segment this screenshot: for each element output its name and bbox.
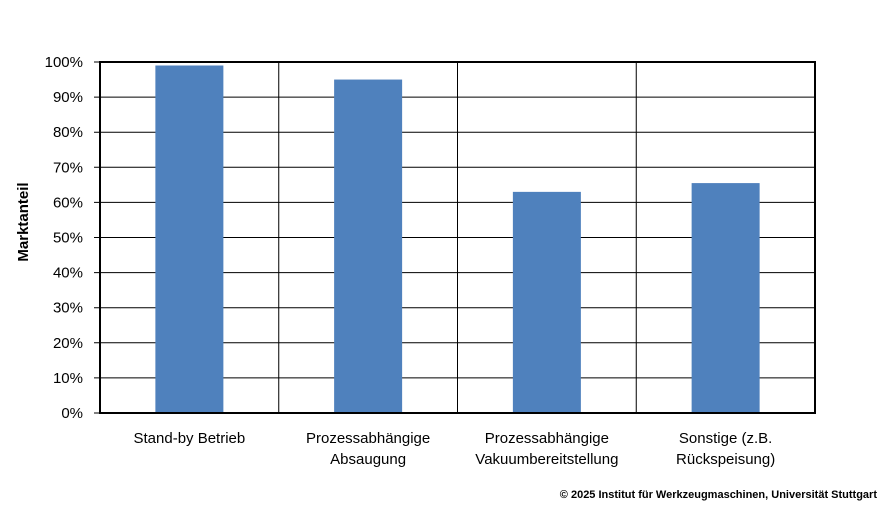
x-category-label-line: Stand-by Betrieb (134, 430, 246, 447)
y-tick-label: 50% (53, 230, 83, 247)
x-category-label: Prozessabhängige Absaugung (306, 430, 430, 468)
x-category-label-line: Absaugung (330, 451, 406, 468)
y-tick-label: 10% (53, 370, 83, 387)
bar (155, 65, 224, 413)
bar (512, 191, 581, 413)
y-tick-label: 30% (53, 300, 83, 317)
x-category-label-line: Rückspeisung) (676, 451, 775, 468)
plot-frame (99, 61, 816, 414)
copyright-notice: © 2025 Institut für Werkzeugmaschinen, U… (559, 489, 877, 501)
y-tick-label: 40% (53, 265, 83, 282)
x-category-label-line: Prozessabhängige (485, 430, 609, 447)
x-category-label-line: Vakuumbereitstellung (475, 451, 618, 468)
y-tick-label: 90% (53, 89, 83, 106)
y-axis-label: Marktanteil (15, 182, 32, 261)
bar (691, 183, 760, 413)
plot-border (99, 61, 816, 414)
y-tick-labels: 0% 10% 20% 30% 40% 50% 60% 70% 80% 90% 100% (45, 54, 83, 422)
bar (334, 79, 403, 414)
x-category-label-line: Sonstige (z.B. (679, 430, 772, 447)
y-tick-label: 20% (53, 335, 83, 352)
y-tick-label: 80% (53, 124, 83, 141)
y-tick-label: 100% (45, 54, 83, 71)
x-category-label: Stand-by Betrieb (134, 430, 246, 447)
x-category-label: Sonstige (z.B. Rückspeisung) (676, 430, 775, 468)
y-tick-label: 0% (61, 405, 83, 422)
x-category-label-line: Prozessabhängige (306, 430, 430, 447)
x-category-labels: Stand-by Betrieb Prozessabhängige Absaugun… (134, 430, 776, 468)
bars (155, 65, 760, 414)
y-tick-label: 60% (53, 194, 83, 211)
x-category-label: Prozessabhängige Vakuumbereitstellung (475, 430, 618, 468)
y-tick-label: 70% (53, 159, 83, 176)
